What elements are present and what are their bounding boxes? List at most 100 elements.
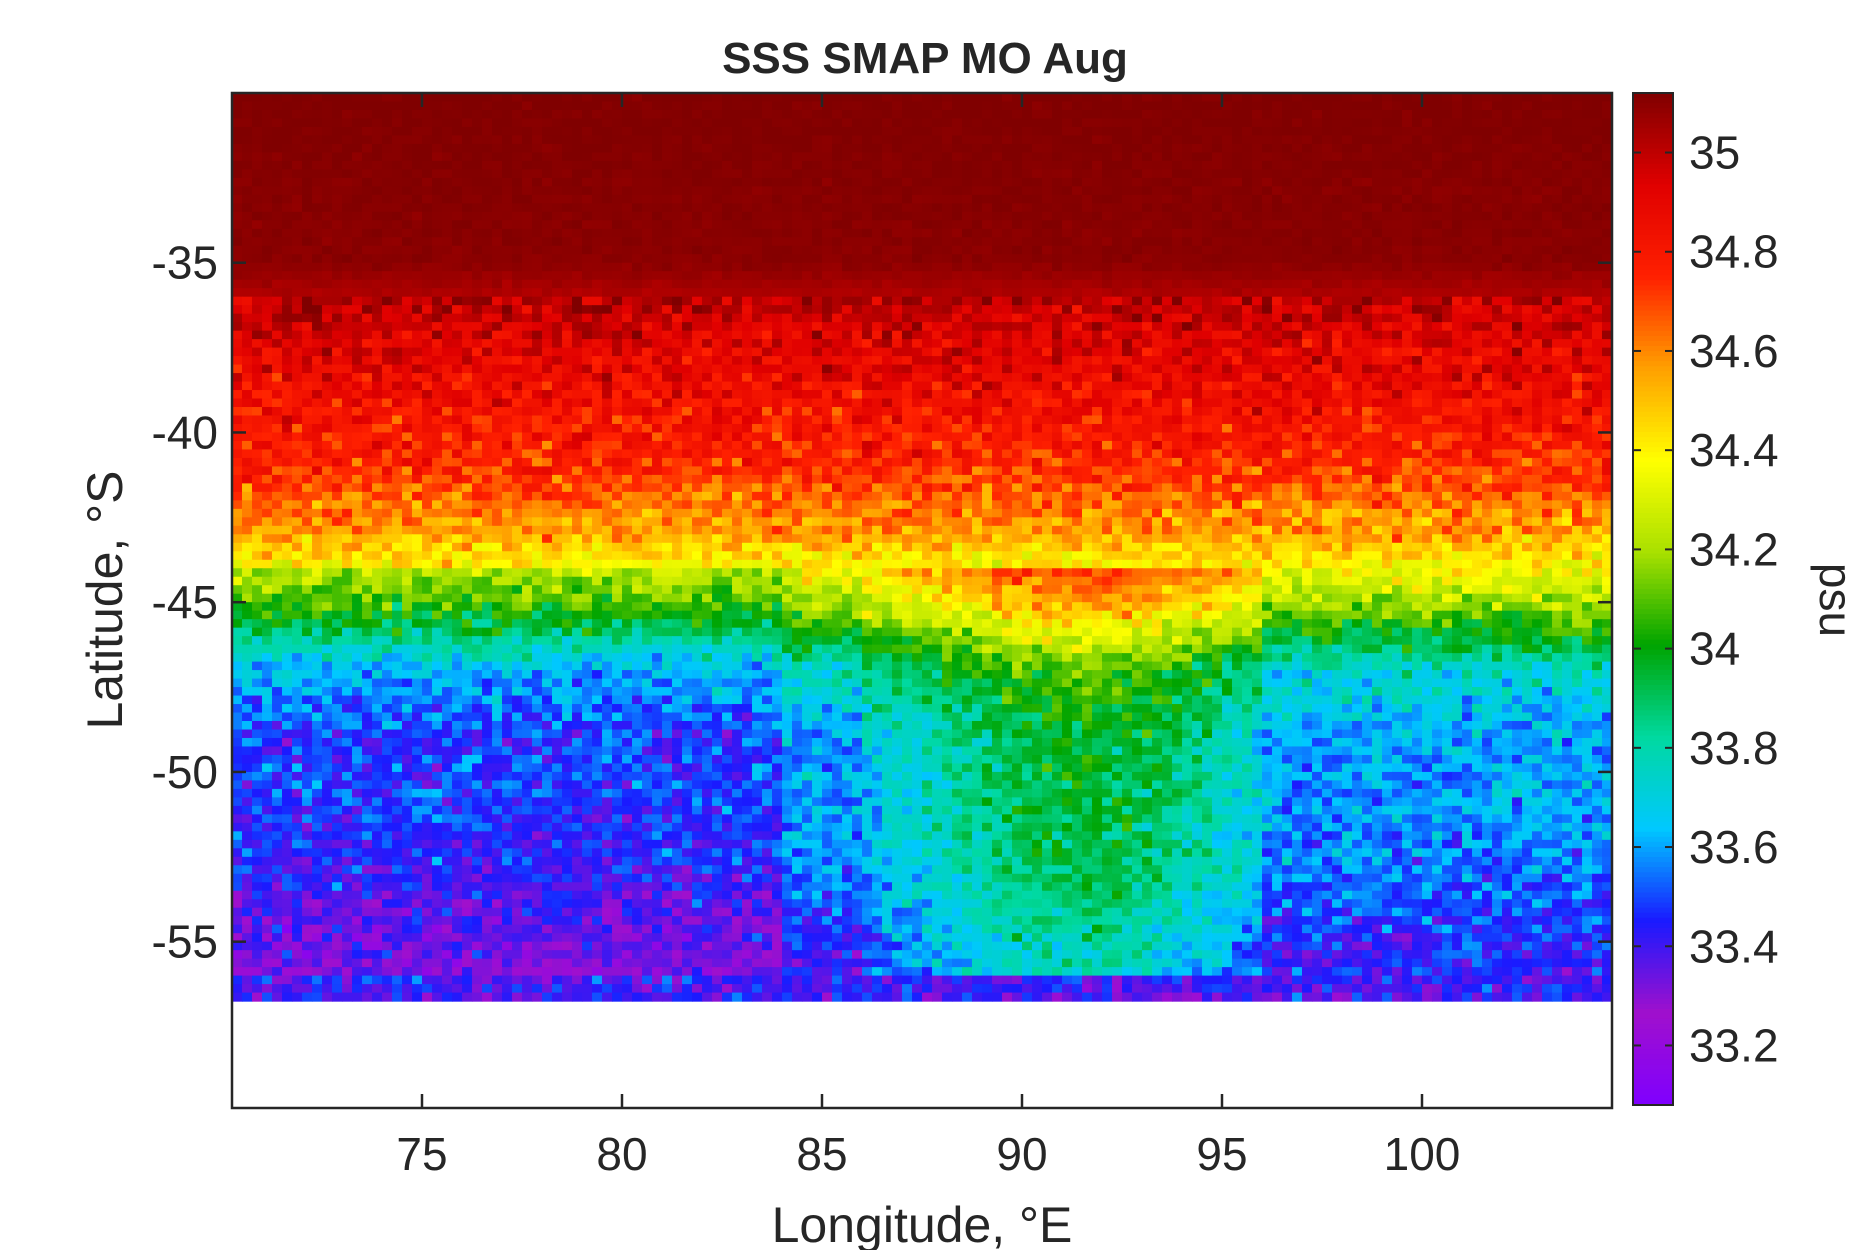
heatmap-cell [1452, 262, 1463, 272]
heatmap-cell [1332, 169, 1343, 179]
heatmap-cell [442, 373, 453, 383]
heatmap-cell [1432, 220, 1443, 230]
heatmap-cell [962, 228, 973, 238]
heatmap-cell [642, 347, 653, 357]
heatmap-cell [1022, 228, 1033, 238]
heatmap-cell [1312, 254, 1323, 264]
heatmap-cell [462, 237, 473, 247]
heatmap-cell [1362, 101, 1373, 111]
heatmap-cell [1162, 143, 1173, 154]
heatmap-cell [382, 390, 393, 400]
heatmap-cell [862, 152, 873, 162]
heatmap-cell [1142, 390, 1153, 400]
heatmap-cell [932, 126, 943, 137]
heatmap-cell [302, 194, 313, 204]
heatmap-cell [1252, 271, 1263, 281]
heatmap-cell [1482, 203, 1493, 213]
heatmap-cell [1492, 101, 1503, 111]
heatmap-cell [832, 271, 843, 281]
heatmap-cell [362, 339, 373, 349]
heatmap-cell [462, 177, 473, 187]
heatmap-cell [822, 347, 833, 357]
heatmap-cell [1122, 330, 1133, 340]
heatmap-cell [702, 390, 713, 400]
heatmap-cell [1452, 245, 1463, 255]
heatmap-cell [1012, 160, 1023, 170]
heatmap-cell [872, 373, 883, 383]
heatmap-cell [512, 169, 523, 179]
heatmap-cell [1142, 160, 1153, 170]
heatmap-cell [592, 126, 603, 137]
heatmap-cell [302, 109, 313, 120]
heatmap-cell [1052, 118, 1063, 128]
heatmap-cell [1572, 330, 1583, 340]
heatmap-cell [1152, 228, 1163, 238]
heatmap-cell [522, 152, 533, 162]
heatmap-cell [862, 101, 873, 111]
heatmap-cell [762, 364, 773, 374]
heatmap-cell [242, 262, 253, 272]
heatmap-cell [1112, 373, 1123, 383]
heatmap-cell [1382, 262, 1393, 272]
heatmap-cell [1542, 373, 1553, 383]
heatmap-cell [362, 245, 373, 255]
heatmap-cell [1052, 101, 1063, 111]
heatmap-cell [1242, 390, 1253, 400]
heatmap-cell [252, 373, 263, 383]
heatmap-cell [1292, 245, 1303, 255]
heatmap-cell [1072, 245, 1083, 255]
heatmap-cell [1052, 143, 1063, 154]
heatmap-cell [1092, 118, 1103, 128]
heatmap-cell [772, 160, 783, 170]
heatmap-cell [1592, 237, 1603, 247]
heatmap-cell [1472, 169, 1483, 179]
heatmap-cell [1062, 245, 1073, 255]
heatmap-cell [642, 228, 653, 238]
heatmap-cell [912, 194, 923, 204]
heatmap-cell [732, 203, 743, 213]
heatmap-cell [1072, 390, 1083, 400]
heatmap-cell [1452, 211, 1463, 221]
heatmap-cell [1002, 262, 1013, 272]
heatmap-cell [892, 126, 903, 137]
heatmap-cell [1282, 177, 1293, 187]
heatmap-cell [942, 364, 953, 374]
heatmap-cell [1452, 322, 1463, 332]
heatmap-cell [402, 177, 413, 187]
heatmap-cell [812, 228, 823, 238]
heatmap-cell [1122, 390, 1133, 400]
heatmap-cell [1382, 390, 1393, 400]
heatmap-cell [812, 322, 823, 332]
heatmap-cell [952, 203, 963, 213]
heatmap-cell [1292, 143, 1303, 154]
heatmap-cell [1262, 296, 1273, 306]
heatmap-cell [852, 305, 863, 315]
heatmap-cell [812, 101, 823, 111]
heatmap-cell [622, 313, 633, 323]
heatmap-cell [662, 211, 673, 221]
heatmap-cell [312, 186, 323, 196]
heatmap-cell [402, 160, 413, 170]
heatmap-cell [992, 330, 1003, 340]
heatmap-cell [1502, 381, 1513, 391]
heatmap-cell [1402, 220, 1413, 230]
heatmap-cell [872, 262, 883, 272]
heatmap-cell [742, 254, 753, 264]
heatmap-cell [522, 322, 533, 332]
heatmap-cell [1102, 279, 1113, 289]
heatmap-cell [362, 364, 373, 374]
heatmap-cell [1252, 254, 1263, 264]
heatmap-cell [322, 135, 333, 145]
heatmap-cell [612, 330, 623, 340]
heatmap-cell [1002, 194, 1013, 204]
heatmap-cell [642, 305, 653, 315]
heatmap-cell [722, 118, 733, 128]
heatmap-cell [1042, 135, 1053, 145]
heatmap-cell [782, 177, 793, 187]
heatmap-cell [1402, 203, 1413, 213]
heatmap-cell [1372, 177, 1383, 187]
heatmap-cell [512, 330, 523, 340]
heatmap-cell [482, 228, 493, 238]
heatmap-cell [902, 339, 913, 349]
heatmap-cell [432, 390, 443, 400]
